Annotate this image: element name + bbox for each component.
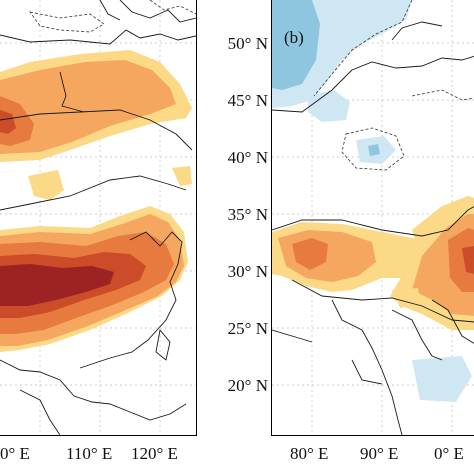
anomaly-pos-mid-west — [292, 238, 328, 270]
lat-label-20n: 20° N — [227, 376, 268, 395]
lon-label-b-100: 0° E — [434, 444, 464, 463]
anomaly-pos-mid-east — [448, 228, 474, 292]
lat-label-30n: 30° N — [227, 262, 268, 281]
anomaly-north-dark — [0, 110, 16, 134]
lat-label-50n: 50° N — [227, 34, 268, 53]
lat-label-45n: 45° N — [227, 91, 268, 110]
lat-label-40n: 40° N — [227, 148, 268, 167]
anomaly-neg-blue-2 — [368, 144, 380, 156]
anomaly-neg-blue — [272, 0, 320, 90]
lon-label-b-90: 90° E — [360, 444, 399, 463]
anomaly-edge-light-2 — [172, 166, 192, 186]
negative-contours-a — [29, 0, 196, 33]
coastlines-b — [272, 21, 474, 435]
lat-label-25n: 25° N — [227, 319, 268, 338]
lat-label-35n: 35° N — [227, 205, 268, 224]
lon-label-a-120: 120° E — [131, 444, 178, 463]
map-b-canvas — [272, 0, 474, 435]
anomaly-north-orange — [0, 60, 176, 154]
map-a-canvas — [0, 0, 196, 435]
lon-label-a-0: 0° E — [0, 444, 30, 463]
map-panel-a — [0, 0, 197, 436]
map-panel-b: (b) — [271, 0, 474, 436]
panel-b-tag: (b) — [284, 28, 304, 47]
anomaly-neg-pale-south — [412, 356, 472, 402]
anomaly-pos-light-mid — [392, 288, 420, 308]
lon-label-b-80: 80° E — [290, 444, 329, 463]
anomaly-pos-dark-east — [462, 246, 474, 274]
anomaly-neg-pale-2 — [308, 90, 350, 122]
coastlines-a — [0, 0, 196, 435]
anomaly-south-darkest — [0, 264, 114, 306]
negative-contours-b — [313, 0, 474, 171]
lon-label-a-110: 110° E — [66, 444, 113, 463]
anomaly-edge-light — [28, 170, 64, 200]
